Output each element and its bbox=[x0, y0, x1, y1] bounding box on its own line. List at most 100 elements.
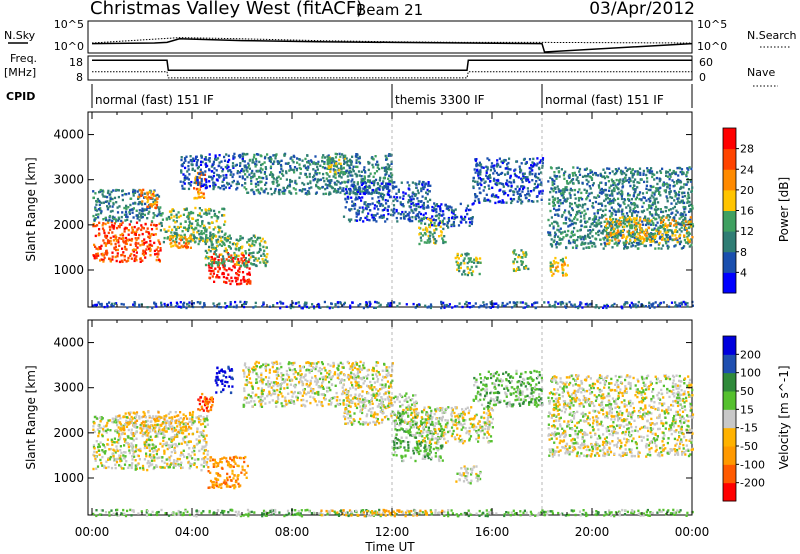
data-cell bbox=[594, 172, 597, 175]
data-cell bbox=[125, 248, 128, 251]
data-cell bbox=[411, 191, 415, 194]
data-cell bbox=[626, 230, 629, 233]
data-cell bbox=[125, 215, 128, 218]
data-cell bbox=[648, 233, 651, 236]
data-cell bbox=[674, 229, 677, 232]
data-cell bbox=[156, 206, 159, 209]
data-cell bbox=[381, 166, 384, 170]
data-cell bbox=[605, 234, 608, 238]
data-cell bbox=[233, 263, 236, 266]
data-cell bbox=[534, 306, 538, 309]
data-cell bbox=[487, 177, 490, 180]
data-cell bbox=[629, 206, 632, 209]
data-cell bbox=[264, 258, 267, 262]
data-cell bbox=[431, 205, 434, 209]
data-cell bbox=[428, 230, 431, 234]
data-cell bbox=[639, 231, 642, 234]
data-cell bbox=[139, 244, 142, 247]
data-cell bbox=[679, 167, 682, 170]
data-cell bbox=[641, 235, 644, 239]
data-cell bbox=[105, 251, 109, 254]
data-cell bbox=[360, 181, 363, 184]
data-cell bbox=[571, 304, 574, 307]
region-cluster bbox=[137, 188, 159, 210]
data-cell bbox=[432, 209, 435, 213]
data-cell bbox=[285, 170, 288, 173]
data-cell bbox=[559, 192, 563, 195]
data-cell bbox=[689, 209, 692, 213]
data-cell bbox=[259, 181, 262, 184]
data-cell bbox=[513, 180, 516, 184]
data-cell bbox=[649, 223, 653, 226]
data-cell bbox=[187, 168, 190, 171]
data-cell bbox=[209, 234, 212, 237]
data-cell bbox=[655, 208, 659, 211]
data-cell bbox=[343, 157, 346, 160]
data-cell bbox=[123, 213, 126, 216]
data-cell bbox=[94, 224, 97, 228]
data-cell bbox=[131, 226, 134, 229]
data-cell bbox=[625, 220, 629, 223]
data-cell bbox=[524, 266, 527, 270]
data-cell bbox=[689, 220, 692, 223]
data-cell bbox=[187, 226, 191, 230]
data-cell bbox=[577, 203, 581, 207]
data-cell bbox=[652, 201, 655, 205]
data-cell bbox=[258, 160, 261, 164]
data-cell bbox=[314, 177, 317, 181]
data-cell bbox=[612, 217, 615, 221]
data-cell bbox=[248, 167, 251, 170]
data-cell bbox=[221, 180, 224, 183]
data-cell bbox=[623, 180, 626, 183]
data-cell bbox=[254, 257, 257, 260]
data-cell bbox=[121, 253, 124, 257]
data-cell bbox=[230, 260, 233, 263]
data-cell bbox=[139, 257, 142, 261]
data-cell bbox=[125, 193, 128, 196]
data-cell bbox=[244, 173, 247, 176]
data-cell bbox=[102, 195, 105, 198]
data-cell bbox=[138, 209, 141, 212]
data-cell bbox=[541, 192, 544, 195]
data-cell bbox=[260, 188, 263, 191]
data-cell bbox=[243, 160, 246, 163]
data-cell bbox=[367, 168, 370, 172]
data-cell bbox=[464, 215, 467, 219]
data-cell bbox=[659, 235, 662, 238]
data-cell bbox=[183, 157, 187, 160]
data-cell bbox=[622, 219, 626, 223]
data-cell bbox=[663, 237, 666, 241]
data-cell bbox=[549, 267, 552, 270]
data-cell bbox=[677, 197, 680, 200]
data-cell bbox=[321, 166, 324, 169]
data-cell bbox=[124, 236, 128, 240]
data-cell bbox=[639, 226, 642, 230]
data-cell bbox=[92, 196, 95, 200]
data-cell bbox=[369, 172, 372, 175]
data-cell bbox=[575, 213, 578, 217]
data-cell bbox=[349, 174, 352, 177]
data-cell bbox=[369, 203, 372, 206]
data-cell bbox=[145, 248, 148, 251]
data-cell bbox=[512, 198, 516, 201]
data-cell bbox=[672, 185, 675, 188]
data-cell bbox=[402, 191, 405, 194]
data-cell bbox=[635, 305, 638, 309]
data-cell bbox=[495, 181, 498, 185]
data-cell bbox=[185, 208, 188, 211]
data-cell bbox=[152, 216, 155, 219]
data-cell bbox=[121, 194, 124, 197]
data-cell bbox=[643, 240, 646, 243]
data-cell bbox=[109, 210, 112, 213]
data-cell bbox=[680, 230, 683, 233]
data-cell bbox=[133, 259, 136, 263]
data-cell bbox=[464, 252, 467, 256]
data-cell bbox=[289, 165, 292, 168]
nsearch-tick-top: 10^5 bbox=[697, 18, 727, 31]
data-cell bbox=[383, 176, 386, 179]
data-cell bbox=[178, 237, 181, 241]
data-cell bbox=[111, 205, 114, 208]
data-cell bbox=[388, 168, 391, 171]
data-cell bbox=[655, 197, 658, 201]
data-cell bbox=[175, 232, 178, 235]
